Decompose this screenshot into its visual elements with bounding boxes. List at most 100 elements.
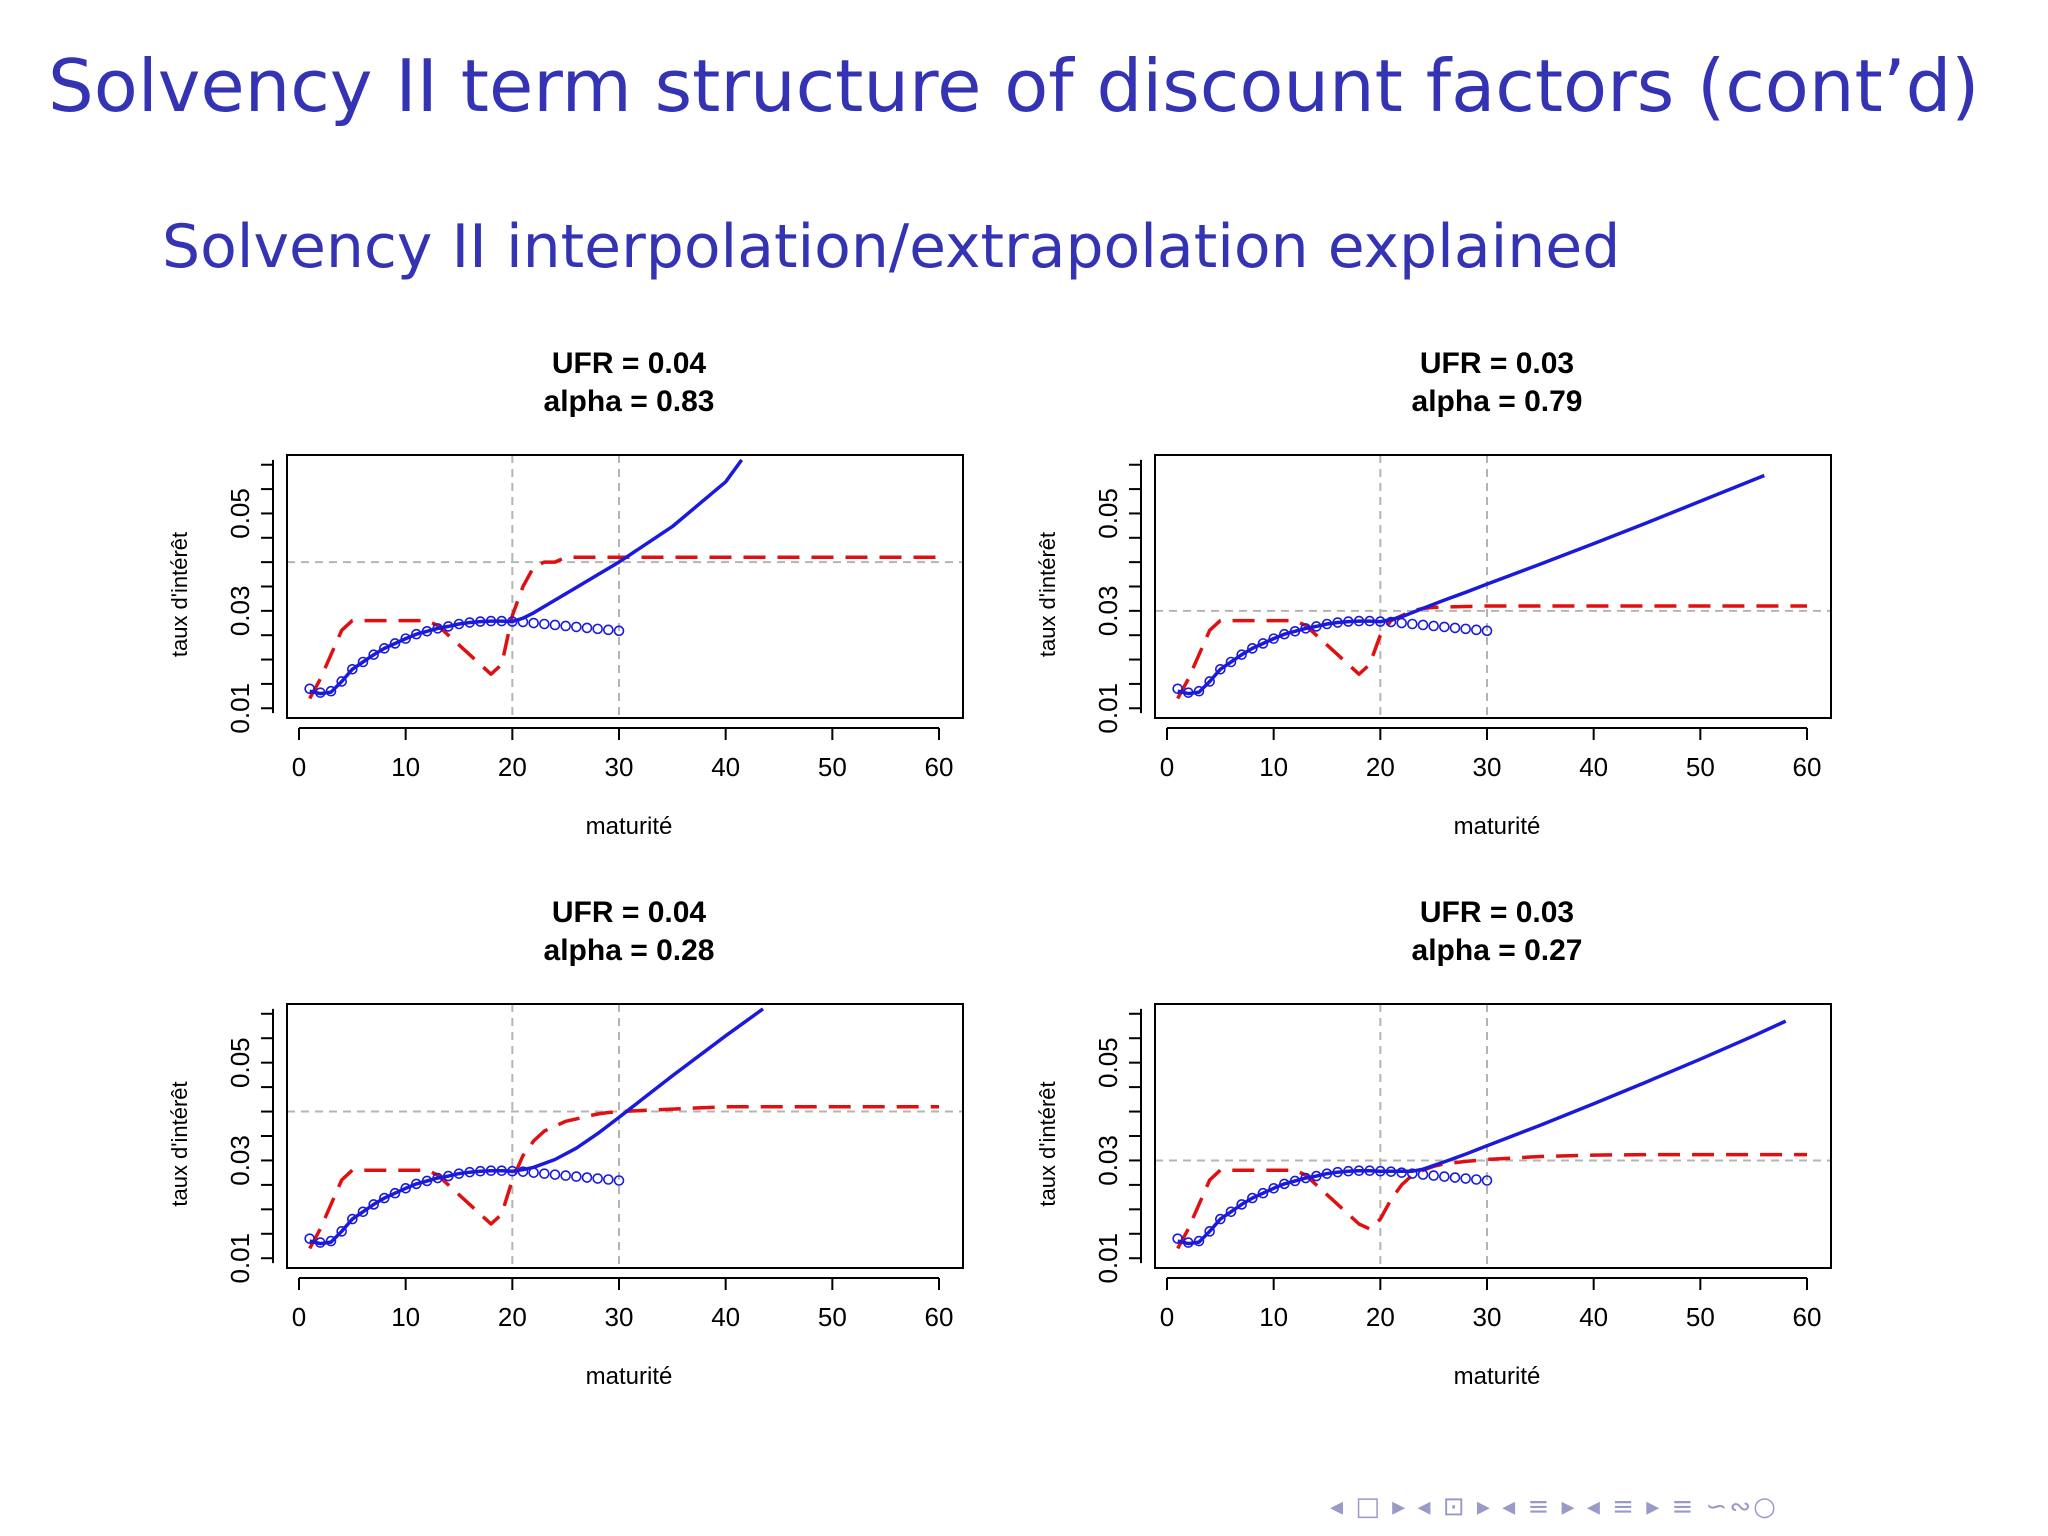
y-axis-label: taux d'intérêt bbox=[167, 532, 192, 657]
x-tick-label: 40 bbox=[1579, 752, 1608, 782]
x-tick-label: 60 bbox=[925, 1302, 954, 1332]
data-point bbox=[464, 1166, 475, 1178]
x-axis-label: maturité bbox=[586, 1363, 673, 1390]
series-group bbox=[304, 1007, 939, 1250]
data-point bbox=[1364, 615, 1375, 627]
data-point bbox=[592, 623, 603, 635]
data-point bbox=[389, 638, 401, 649]
y-tick-label: 0.03 bbox=[225, 1135, 255, 1186]
series-line-blue-solid bbox=[1177, 473, 1765, 696]
data-point bbox=[411, 1178, 422, 1190]
data-point bbox=[304, 683, 315, 695]
chart-panel-2: UFR = 0.03 alpha = 0.79 0 10 20 30 40 50 60 matur… bbox=[1035, 347, 1832, 840]
chart-title-ufr: UFR = 0.04 bbox=[552, 896, 707, 929]
data-point bbox=[603, 624, 614, 636]
x-tick-label: 60 bbox=[1793, 1302, 1822, 1332]
series-line-blue-solid bbox=[309, 1007, 765, 1246]
data-point bbox=[1417, 1169, 1429, 1180]
data-point bbox=[1407, 1168, 1418, 1179]
data-point bbox=[539, 618, 550, 630]
data-point bbox=[1460, 1173, 1471, 1184]
data-point bbox=[1353, 1165, 1365, 1177]
chart-title-alpha: alpha = 0.27 bbox=[1412, 934, 1583, 967]
data-point bbox=[1449, 1172, 1461, 1183]
data-point bbox=[347, 1213, 358, 1225]
series-line-blue-solid bbox=[1177, 1019, 1787, 1246]
x-tick-label: 40 bbox=[1579, 1302, 1608, 1332]
series-group bbox=[1172, 1019, 1807, 1250]
data-point bbox=[400, 633, 411, 644]
data-point bbox=[1215, 663, 1226, 675]
data-point bbox=[1332, 617, 1343, 628]
series-group bbox=[1172, 473, 1807, 700]
data-point bbox=[496, 1165, 507, 1177]
data-point bbox=[1289, 626, 1301, 637]
x-tick-label: 0 bbox=[1160, 1302, 1174, 1332]
data-point bbox=[1289, 1175, 1301, 1187]
slide-subtitle: Solvency II interpolation/extrapolation … bbox=[162, 212, 1621, 282]
x-tick-label: 20 bbox=[1366, 752, 1395, 782]
data-point bbox=[315, 1237, 326, 1248]
data-point bbox=[1236, 649, 1247, 660]
y-tick-label: 0.01 bbox=[1093, 1233, 1123, 1284]
y-tick-label: 0.03 bbox=[1093, 586, 1123, 637]
data-point bbox=[507, 1165, 518, 1177]
data-point bbox=[1417, 619, 1429, 631]
data-point bbox=[443, 621, 454, 632]
data-point bbox=[1439, 1171, 1450, 1182]
x-axis-label: maturité bbox=[586, 813, 673, 840]
data-point bbox=[1321, 1168, 1333, 1179]
x-axis-label: maturité bbox=[1454, 813, 1541, 840]
data-point bbox=[411, 628, 422, 640]
x-tick-label: 30 bbox=[1473, 752, 1502, 782]
data-point bbox=[304, 1233, 315, 1244]
x-tick-label: 40 bbox=[711, 1302, 740, 1332]
data-point bbox=[453, 1168, 465, 1179]
y-tick-label: 0.01 bbox=[1093, 683, 1123, 734]
data-point bbox=[1481, 1175, 1493, 1186]
y-tick-label: 0.01 bbox=[225, 683, 255, 734]
chart-panel-4: UFR = 0.03 alpha = 0.27 0 10 20 30 40 50 60 matur… bbox=[1035, 896, 1832, 1390]
data-point bbox=[1172, 683, 1183, 695]
data-point bbox=[1311, 1170, 1322, 1182]
series-line-red-dashed bbox=[1176, 604, 1807, 700]
data-point bbox=[400, 1183, 411, 1194]
data-point bbox=[1279, 628, 1290, 640]
data-point bbox=[549, 619, 561, 631]
data-point bbox=[507, 616, 518, 627]
chart-title-ufr: UFR = 0.03 bbox=[1420, 347, 1574, 380]
data-point bbox=[1471, 624, 1482, 636]
data-point bbox=[1321, 618, 1333, 630]
data-point bbox=[379, 643, 390, 654]
data-point bbox=[1439, 621, 1450, 633]
chart-panel-3: UFR = 0.04 alpha = 0.28 0 10 20 30 40 50 60 matur… bbox=[167, 896, 964, 1390]
data-point bbox=[571, 1171, 582, 1182]
y-axis-label: taux d'intérêt bbox=[1035, 1081, 1060, 1206]
data-point bbox=[1193, 1235, 1205, 1247]
beamer-navigation-symbols[interactable]: ◂ □ ▸ ◂ ⊡ ▸ ◂ ≡ ▸ ◂ ≡ ▸ ≡ ∽∾○ bbox=[1330, 1492, 1778, 1522]
x-tick-label: 40 bbox=[711, 752, 740, 782]
x-tick-label: 60 bbox=[925, 752, 954, 782]
data-point bbox=[1311, 621, 1322, 632]
data-point bbox=[432, 623, 443, 634]
x-tick-label: 20 bbox=[498, 752, 527, 782]
slide-title: Solvency II term structure of discount f… bbox=[48, 44, 1980, 128]
data-point bbox=[1268, 1183, 1279, 1194]
data-point bbox=[517, 616, 529, 628]
data-point bbox=[1364, 1165, 1375, 1177]
x-tick-label: 0 bbox=[292, 752, 306, 782]
data-point bbox=[336, 1226, 347, 1237]
data-point bbox=[1449, 622, 1461, 634]
data-point bbox=[1215, 1213, 1226, 1225]
x-tick-label: 10 bbox=[1259, 1302, 1288, 1332]
data-point bbox=[528, 1167, 539, 1178]
data-point bbox=[613, 1175, 625, 1186]
x-axis-label: maturité bbox=[1454, 1363, 1541, 1390]
data-point bbox=[1396, 617, 1407, 629]
data-point bbox=[325, 1235, 337, 1247]
data-point bbox=[443, 1170, 454, 1182]
data-point bbox=[1300, 623, 1311, 634]
x-tick-label: 50 bbox=[818, 1302, 847, 1332]
y-tick-label: 0.05 bbox=[1093, 1037, 1123, 1088]
